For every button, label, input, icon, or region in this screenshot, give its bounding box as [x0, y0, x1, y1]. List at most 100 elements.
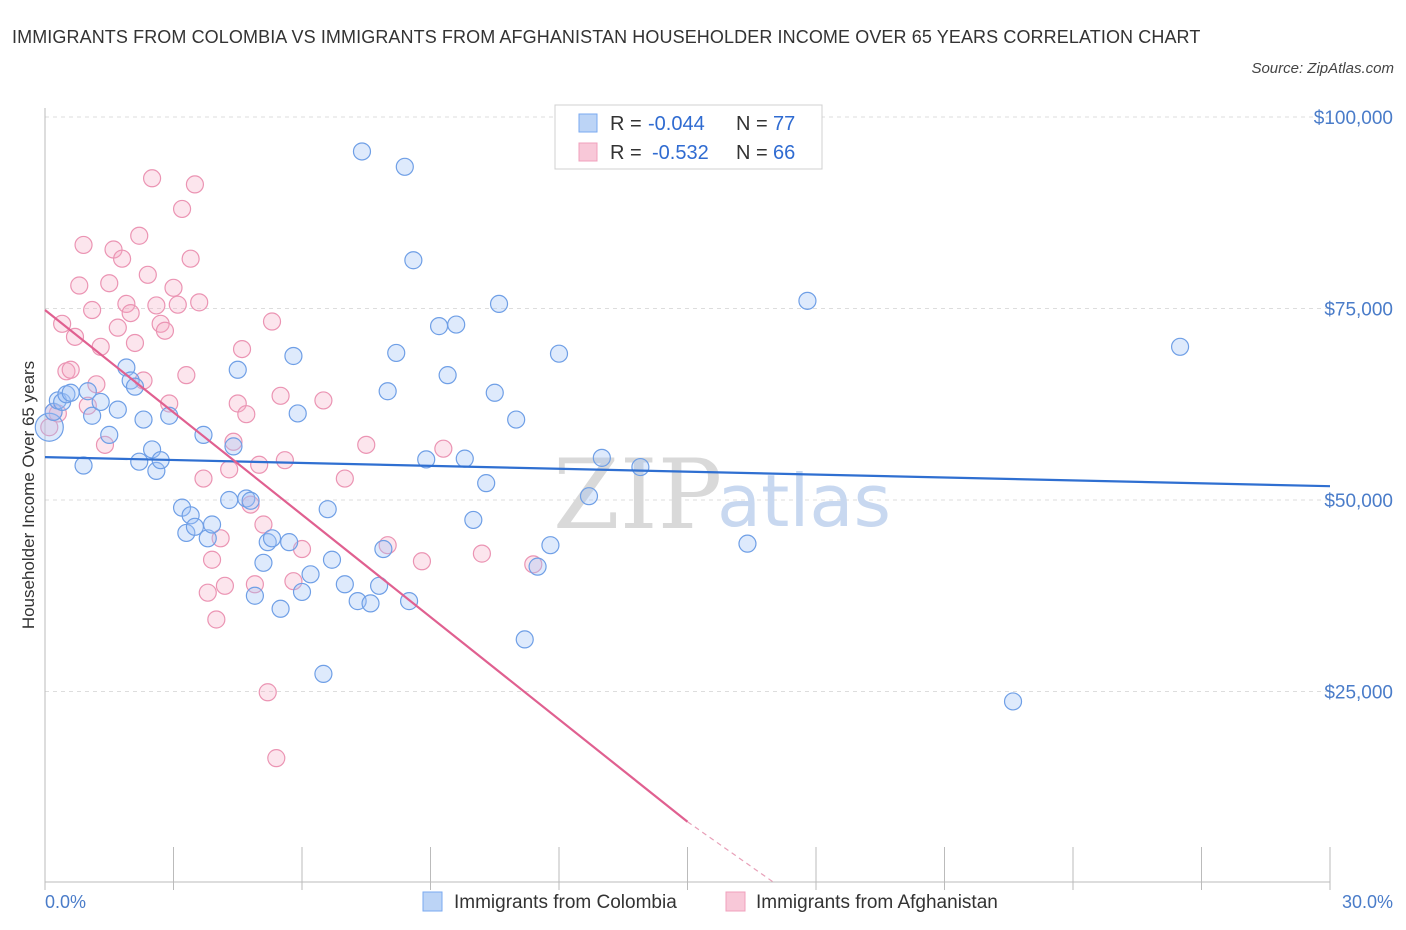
afghanistan-point-17: [112, 249, 132, 268]
colombia-point-8: [83, 406, 102, 425]
afghanistan-point-21: [130, 226, 149, 245]
afghanistan-point-5: [61, 360, 80, 379]
colombia-point-65: [489, 294, 509, 314]
afghanistan-point-49: [250, 455, 269, 474]
colombia-point-73: [592, 448, 611, 467]
colombia-point-48: [352, 142, 372, 161]
trend-lines: [44, 309, 1331, 883]
colombia-point-53: [387, 343, 406, 363]
afghanistan-point-53: [267, 749, 286, 768]
colombia-point-10: [100, 425, 119, 444]
afghanistan-point-37: [198, 583, 217, 602]
colombia-point-36: [262, 529, 282, 548]
trend-line-afghanistan-extrapolated: [687, 821, 774, 883]
colombia-point-27: [202, 515, 222, 534]
afghanistan-point-54: [271, 386, 290, 405]
afghanistan-point-40: [211, 529, 230, 548]
colombia-point-63: [477, 474, 496, 493]
colombia-point-38: [280, 533, 299, 552]
afghanistan-point-35: [190, 293, 209, 312]
afghanistan-point-43: [224, 432, 243, 451]
legend-n-value-afghanistan: 66: [773, 142, 795, 164]
colombia-point-14: [125, 377, 145, 396]
afghanistan-point-46: [237, 405, 256, 424]
colombia-point-29: [224, 437, 243, 456]
colombia-point-72: [579, 487, 599, 506]
afghanistan-point-33: [181, 249, 200, 268]
colombia-point-51: [374, 539, 393, 559]
colombia-point-57: [417, 450, 436, 469]
legend-r-label-colombia: R =: [610, 113, 642, 135]
colombia-point-58: [429, 317, 449, 336]
colombia-point-56: [404, 251, 423, 270]
colombia-point-70: [549, 344, 569, 363]
afghanistan-point-16: [108, 318, 127, 337]
colombia-point-69: [541, 536, 560, 555]
colombia-point-44: [318, 500, 337, 519]
colombia-point-16: [134, 410, 153, 429]
afghanistan-point-50: [254, 515, 273, 534]
legend-r-value-colombia: -0.044: [648, 113, 705, 135]
afghanistan-point-63: [434, 439, 453, 458]
legend: R = -0.044 N = 77 R = -0.532 N = 66: [554, 104, 823, 170]
colombia-point-39: [284, 346, 303, 366]
colombia-point-54: [395, 157, 414, 176]
colombia-point-30: [228, 360, 247, 379]
colombia-point-76: [798, 291, 817, 310]
colombia-point-42: [301, 565, 320, 584]
afghanistan-points: [40, 169, 543, 768]
afghanistan-point-58: [314, 391, 333, 410]
colombia-point-52: [378, 382, 397, 401]
colombia-point-66: [507, 410, 526, 429]
afghanistan-point-32: [177, 366, 196, 385]
colombia-point-5: [61, 383, 80, 402]
colombia-point-78: [1170, 337, 1190, 356]
afghanistan-point-19: [121, 303, 140, 323]
y-axis-label: Householder Income Over 65 years: [19, 361, 38, 629]
legend-r-label-afghanistan: R =: [610, 142, 642, 164]
colombia-point-64: [485, 383, 504, 402]
watermark-zip: ZIP: [553, 439, 722, 551]
y-tick-label-1: $75,000: [1324, 300, 1393, 321]
afghanistan-point-6: [65, 327, 85, 346]
bottom-legend-swatch-colombia: [422, 891, 443, 912]
colombia-point-34: [254, 553, 273, 572]
afghanistan-point-55: [275, 451, 294, 470]
afghanistan-point-12: [91, 337, 110, 356]
colombia-point-40: [288, 404, 307, 423]
afghanistan-point-64: [472, 544, 491, 563]
afghanistan-point-31: [172, 199, 192, 219]
x-tick-label-max: 30.0%: [1342, 892, 1393, 912]
afghanistan-point-59: [335, 469, 354, 488]
colombia-point-37: [271, 599, 290, 618]
colombia-points: [34, 142, 1190, 711]
colombia-point-28: [220, 490, 239, 510]
colombia-point-41: [292, 582, 312, 602]
colombia-point-68: [528, 557, 547, 576]
afghanistan-point-52: [262, 312, 282, 331]
legend-n-value-colombia: 77: [773, 113, 795, 135]
afghanistan-point-29: [164, 278, 183, 297]
y-tick-labels: $100,000 $75,000 $50,000 $25,000: [1314, 108, 1393, 704]
afghanistan-point-60: [357, 435, 376, 454]
colombia-point-59: [438, 366, 457, 385]
colombia-point-26: [198, 529, 217, 548]
afghanistan-point-27: [155, 321, 175, 340]
afghanistan-point-10: [83, 300, 102, 320]
legend-box: [554, 104, 823, 170]
afghanistan-point-51: [258, 683, 277, 702]
legend-n-label-colombia: N =: [736, 113, 768, 135]
colombia-point-23: [181, 506, 200, 525]
x-tick-label-min: 0.0%: [45, 892, 86, 912]
bottom-legend-label-colombia: Immigrants from Colombia: [454, 892, 677, 913]
bottom-legend-swatch-afghanistan: [725, 891, 746, 912]
afghanistan-point-23: [138, 265, 157, 284]
colombia-point-11: [108, 400, 127, 419]
afghanistan-point-41: [215, 576, 234, 595]
colombia-point-15: [130, 452, 149, 471]
legend-r-value-afghanistan: -0.532: [652, 142, 709, 164]
colombia-point-6: [74, 456, 93, 475]
colombia-point-60: [447, 315, 466, 334]
afghanistan-point-8: [74, 235, 93, 255]
axes: [44, 108, 1331, 890]
